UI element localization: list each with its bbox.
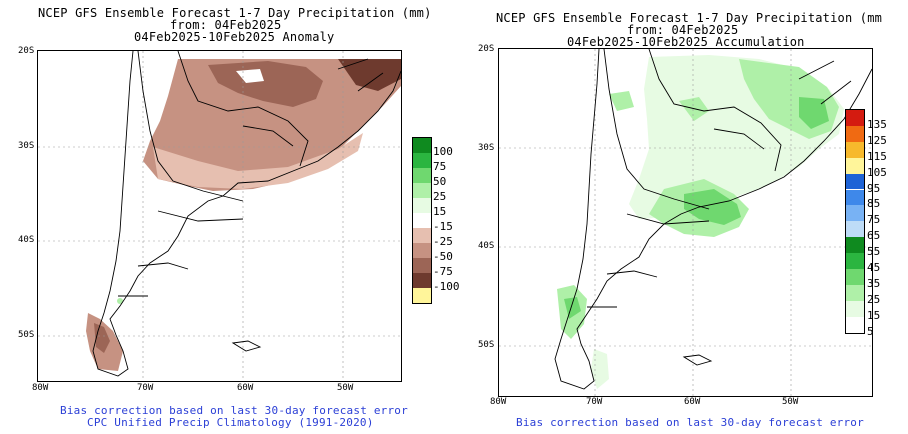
anomaly-legend-label: 50 (433, 175, 447, 188)
accumulation-shading (557, 55, 844, 389)
anomaly-legend-swatch (413, 243, 431, 258)
anomaly-legend-swatch (413, 273, 431, 288)
accumulation-legend-swatch (846, 253, 864, 269)
anomaly-footer-climatology: CPC Unified Precip Climatology (1991-202… (87, 416, 374, 429)
anomaly-period: 04Feb2025-10Feb2025 Anomaly (134, 30, 335, 44)
accumulation-legend-swatch (846, 300, 864, 317)
anomaly-legend-label: 25 (433, 190, 447, 203)
anomaly-coastlines (92, 51, 401, 377)
anomaly-from-date: from: 04Feb2025 (170, 18, 282, 32)
anomaly-legend-label: -50 (433, 250, 453, 263)
accumulation-legend-swatch (846, 221, 864, 238)
anomaly-legend-label: 100 (433, 145, 453, 158)
anomaly-legend-swatch (413, 228, 431, 243)
lon-label-80w: 80W (32, 383, 49, 393)
lon-label-80w: 80W (490, 397, 507, 407)
anomaly-legend-swatch (413, 258, 431, 273)
anomaly-legend-swatch (413, 153, 431, 168)
lon-label-70w: 70W (586, 397, 603, 407)
anomaly-legend-label: 15 (433, 205, 447, 218)
accumulation-legend-swatch (846, 125, 864, 142)
accumulation-legend-label: 95 (867, 181, 881, 195)
lat-label-40s: 40S (478, 241, 495, 251)
anomaly-legend-label: -75 (433, 265, 453, 278)
lon-label-70w: 70W (137, 383, 154, 393)
accumulation-legend-label: 25 (867, 292, 881, 306)
accumulation-legend-swatch (846, 189, 864, 206)
anomaly-legend-swatch (413, 183, 431, 198)
lat-label-50s: 50S (478, 340, 495, 350)
accumulation-gridlines (499, 49, 872, 396)
lat-label-30s: 30S (478, 143, 495, 153)
accumulation-title: NCEP GFS Ensemble Forecast 1-7 Day Preci… (496, 11, 883, 25)
lon-label-60w: 60W (684, 397, 701, 407)
accumulation-map (498, 48, 873, 397)
anomaly-legend-swatch (413, 138, 431, 153)
anomaly-legend-swatch (413, 198, 431, 213)
accumulation-legend-swatch (846, 173, 864, 190)
anomaly-legend-label: -15 (433, 220, 453, 233)
accumulation-legend-label: 115 (867, 149, 887, 163)
lat-label-50s: 50S (18, 330, 35, 340)
lon-label-50w: 50W (782, 397, 799, 407)
accumulation-legend-swatch (846, 269, 864, 285)
anomaly-legend-label: -25 (433, 235, 453, 248)
anomaly-legend-swatch (413, 213, 431, 228)
anomaly-legend-label: -100 (433, 280, 460, 293)
anomaly-legend (412, 137, 432, 304)
anomaly-legend-swatch (413, 288, 431, 303)
accumulation-legend (845, 109, 865, 334)
accumulation-legend-label: 105 (867, 165, 887, 179)
accumulation-legend-label: 5 (867, 324, 874, 338)
lat-label-20s: 20S (18, 46, 35, 56)
accumulation-legend-label: 75 (867, 213, 881, 227)
accumulation-legend-swatch (846, 205, 864, 222)
anomaly-panel: NCEP GFS Ensemble Forecast 1-7 Day Preci… (18, 6, 460, 429)
accumulation-from-date: from: 04Feb2025 (627, 23, 739, 37)
accumulation-legend-swatch (846, 284, 864, 301)
accumulation-footer-bias: Bias correction based on last 30-day for… (516, 416, 864, 429)
anomaly-gridlines (38, 51, 401, 381)
accumulation-legend-swatch (846, 110, 864, 126)
anomaly-legend-swatch (413, 168, 431, 183)
accumulation-legend-label: 125 (867, 133, 887, 147)
accumulation-legend-label: 45 (867, 261, 881, 274)
accumulation-legend-label: 135 (867, 117, 887, 131)
accumulation-legend-swatch (846, 141, 864, 158)
accumulation-coastlines (554, 49, 872, 390)
accumulation-legend-swatch (846, 237, 864, 254)
lon-label-50w: 50W (337, 383, 354, 393)
lat-label-40s: 40S (18, 235, 35, 245)
lat-label-30s: 30S (18, 141, 35, 151)
accumulation-panel: NCEP GFS Ensemble Forecast 1-7 Day Preci… (460, 0, 908, 434)
lat-label-20s: 20S (478, 44, 495, 54)
accumulation-legend-swatch (846, 157, 864, 174)
accumulation-legend-label: 65 (867, 229, 881, 243)
lon-label-60w: 60W (237, 383, 254, 393)
accumulation-legend-label: 15 (867, 308, 881, 322)
accumulation-legend-label: 85 (867, 197, 881, 211)
anomaly-title: NCEP GFS Ensemble Forecast 1-7 Day Preci… (38, 6, 432, 20)
anomaly-legend-label: 75 (433, 160, 447, 173)
accumulation-legend-label: 35 (867, 276, 881, 290)
anomaly-footer-bias: Bias correction based on last 30-day for… (60, 404, 408, 417)
accumulation-legend-label: 55 (867, 245, 881, 259)
anomaly-map (37, 50, 402, 382)
accumulation-legend-swatch (846, 316, 864, 333)
anomaly-shading (86, 59, 401, 371)
accumulation-period: 04Feb2025-10Feb2025 Accumulation (567, 35, 805, 49)
